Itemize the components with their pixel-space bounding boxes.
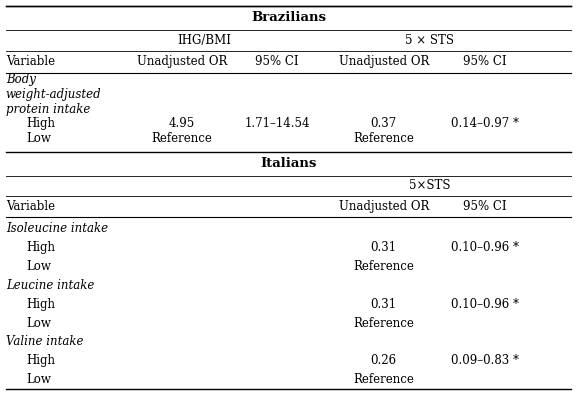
Text: Reference: Reference [353, 317, 414, 329]
Text: 0.26: 0.26 [370, 355, 397, 367]
Text: Low: Low [26, 374, 51, 386]
Text: 95% CI: 95% CI [463, 200, 507, 213]
Text: High: High [26, 241, 55, 254]
Text: Low: Low [26, 132, 51, 145]
Text: IHG/BMI: IHG/BMI [178, 34, 232, 47]
Text: Brazilians: Brazilians [251, 11, 326, 24]
Text: 95% CI: 95% CI [255, 56, 299, 68]
Text: Reference: Reference [353, 374, 414, 386]
Text: Low: Low [26, 260, 51, 273]
Text: 0.31: 0.31 [370, 298, 397, 310]
Text: Unadjusted OR: Unadjusted OR [137, 56, 227, 68]
Text: 0.09–0.83 *: 0.09–0.83 * [451, 355, 519, 367]
Text: Variable: Variable [6, 56, 55, 68]
Text: 95% CI: 95% CI [463, 56, 507, 68]
Text: 5 × STS: 5 × STS [406, 34, 454, 47]
Text: Isoleucine intake: Isoleucine intake [6, 222, 108, 235]
Text: Reference: Reference [353, 132, 414, 145]
Text: 0.14–0.97 *: 0.14–0.97 * [451, 117, 519, 130]
Text: Body
weight-adjusted
protein intake: Body weight-adjusted protein intake [6, 73, 102, 116]
Text: Low: Low [26, 317, 51, 329]
Text: 0.31: 0.31 [370, 241, 397, 254]
Text: Unadjusted OR: Unadjusted OR [339, 56, 429, 68]
Text: High: High [26, 355, 55, 367]
Text: 1.71–14.54: 1.71–14.54 [244, 117, 310, 130]
Text: Reference: Reference [151, 132, 212, 145]
Text: Leucine intake: Leucine intake [6, 279, 94, 292]
Text: 0.10–0.96 *: 0.10–0.96 * [451, 241, 519, 254]
Text: Unadjusted OR: Unadjusted OR [339, 200, 429, 213]
Text: Valine intake: Valine intake [6, 336, 83, 348]
Text: Italians: Italians [260, 158, 317, 170]
Text: Variable: Variable [6, 200, 55, 213]
Text: High: High [26, 117, 55, 130]
Text: High: High [26, 298, 55, 310]
Text: 0.10–0.96 *: 0.10–0.96 * [451, 298, 519, 310]
Text: 0.37: 0.37 [370, 117, 397, 130]
Text: 5×STS: 5×STS [409, 180, 451, 192]
Text: Reference: Reference [353, 260, 414, 273]
Text: 4.95: 4.95 [168, 117, 195, 130]
